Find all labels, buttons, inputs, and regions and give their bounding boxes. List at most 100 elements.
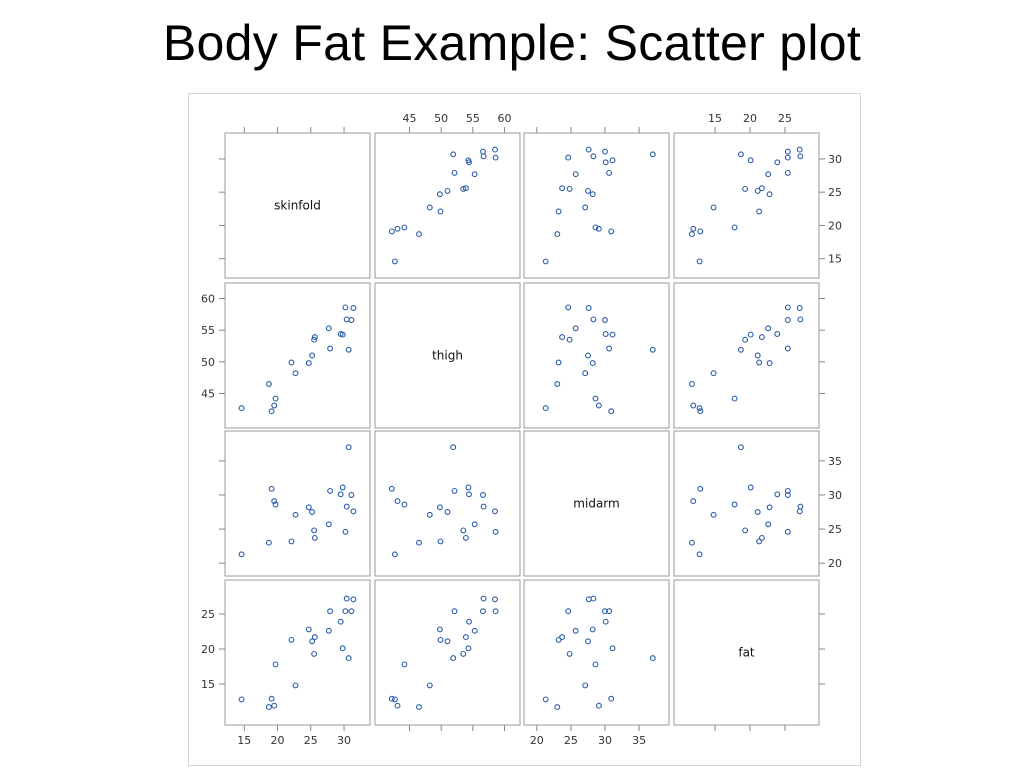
- tick-label-left-thigh: 60: [201, 293, 215, 306]
- point-midarm-vs-skinfold-3: [345, 444, 352, 451]
- point-midarm-vs-skinfold-12: [343, 503, 350, 510]
- point-skinfold-vs-fat-17: [765, 171, 772, 178]
- point-skinfold-vs-midarm-12: [590, 153, 597, 160]
- point-skinfold-vs-thigh-9: [437, 208, 444, 215]
- tick-label-top-fat: 15: [708, 112, 722, 125]
- point-thigh-vs-fat-12: [797, 316, 804, 323]
- point-skinfold-vs-fat-13: [688, 231, 695, 238]
- tick-label-bottom-skinfold: 20: [271, 734, 285, 747]
- point-midarm-vs-thigh-3: [450, 444, 457, 451]
- point-fat-vs-midarm-3: [649, 655, 656, 662]
- point-midarm-vs-fat-6: [758, 534, 765, 541]
- point-fat-vs-skinfold-5: [268, 695, 275, 702]
- tick-label-top-fat: 25: [778, 112, 792, 125]
- point-thigh-vs-fat-10: [742, 336, 749, 343]
- panel-thigh-skinfold: [224, 282, 371, 429]
- point-thigh-vs-midarm-16: [602, 331, 609, 337]
- point-fat-vs-thigh-16: [466, 618, 472, 625]
- point-thigh-vs-skinfold-2: [305, 360, 312, 367]
- tick-label-left-thigh: 55: [201, 324, 215, 337]
- point-midarm-vs-thigh-2: [436, 504, 443, 511]
- point-fat-vs-skinfold-13: [265, 704, 272, 711]
- point-skinfold-vs-fat-9: [756, 208, 763, 215]
- point-skinfold-vs-midarm-16: [602, 159, 609, 166]
- point-thigh-vs-fat-11: [784, 317, 791, 323]
- point-thigh-vs-skinfold-18: [342, 304, 349, 311]
- panel-thigh-fat: [673, 282, 820, 429]
- point-thigh-vs-skinfold-9: [288, 359, 295, 366]
- point-fat-vs-skinfold-9: [288, 636, 295, 643]
- point-midarm-vs-thigh-8: [451, 487, 458, 494]
- point-midarm-vs-fat-14: [731, 501, 738, 508]
- diagonal-label-midarm: midarm: [573, 497, 619, 511]
- tick-label-top-fat: 20: [743, 112, 757, 125]
- point-midarm-vs-skinfold-10: [311, 527, 318, 534]
- scatter-matrix-figure: skinfold thigh midarm fat 45 50 55 60 15 20 25 15 20…: [188, 93, 861, 766]
- point-thigh-vs-midarm-4: [609, 331, 616, 338]
- point-midarm-vs-skinfold-9: [288, 538, 295, 545]
- point-thigh-vs-fat-15: [696, 405, 703, 412]
- point-thigh-vs-midarm-2: [589, 360, 596, 367]
- point-skinfold-vs-thigh-18: [492, 154, 499, 161]
- point-skinfold-vs-midarm-13: [554, 231, 561, 238]
- panel-skinfold-skinfold: [224, 132, 371, 279]
- point-thigh-vs-fat-5: [697, 408, 704, 415]
- point-midarm-vs-skinfold-18: [342, 528, 349, 535]
- point-fat-vs-thigh-1: [394, 702, 401, 709]
- point-midarm-vs-fat-17: [765, 521, 772, 528]
- point-skinfold-vs-thigh-16: [466, 159, 472, 166]
- point-fat-vs-midarm-15: [542, 696, 549, 703]
- panel-skinfold-fat: [673, 132, 820, 279]
- point-fat-vs-midarm-16: [602, 618, 609, 625]
- point-fat-vs-skinfold-20: [309, 638, 316, 645]
- point-midarm-vs-fat-15: [696, 551, 703, 558]
- tick-label-left-thigh: 45: [201, 388, 215, 401]
- point-skinfold-vs-thigh-3: [450, 151, 457, 158]
- point-midarm-vs-skinfold-4: [339, 484, 346, 491]
- point-thigh-vs-midarm-10: [566, 336, 573, 343]
- point-fat-vs-midarm-4: [609, 645, 616, 652]
- point-fat-vs-midarm-9: [555, 636, 562, 643]
- point-skinfold-vs-fat-8: [784, 169, 791, 176]
- point-fat-vs-thigh-11: [480, 608, 486, 615]
- point-fat-vs-skinfold-10: [311, 650, 318, 657]
- point-fat-vs-skinfold-7: [350, 596, 357, 603]
- panel-skinfold-thigh: [374, 132, 521, 279]
- point-fat-vs-thigh-7: [492, 596, 498, 603]
- point-skinfold-vs-midarm-10: [566, 185, 573, 192]
- point-thigh-vs-midarm-3: [649, 346, 656, 353]
- point-skinfold-vs-thigh-1: [394, 225, 401, 232]
- point-thigh-vs-skinfold-3: [345, 346, 352, 353]
- point-skinfold-vs-thigh-2: [436, 191, 443, 198]
- point-skinfold-vs-fat-3: [737, 151, 744, 158]
- point-thigh-vs-fat-17: [765, 325, 772, 332]
- point-fat-vs-thigh-6: [462, 634, 469, 641]
- panel-fat-midarm: [523, 579, 670, 726]
- panel-thigh-thigh: [374, 282, 521, 429]
- panel-fat-thigh: [374, 579, 521, 726]
- tick-label-bottom-skinfold: 30: [337, 734, 351, 747]
- tick-label-right-skinfold: 15: [828, 253, 842, 266]
- point-thigh-vs-midarm-7: [585, 305, 592, 311]
- panel-midarm-skinfold: [224, 430, 371, 577]
- point-thigh-vs-midarm-6: [559, 334, 566, 341]
- point-thigh-vs-skinfold-14: [272, 395, 279, 402]
- point-thigh-vs-skinfold-10: [311, 336, 318, 343]
- point-fat-vs-skinfold-11: [348, 608, 355, 615]
- point-skinfold-vs-fat-7: [796, 146, 803, 153]
- point-skinfold-vs-midarm-17: [572, 171, 579, 178]
- tick-label-right-skinfold: 20: [828, 219, 842, 232]
- point-midarm-vs-thigh-1: [394, 498, 401, 505]
- point-midarm-vs-fat-12: [797, 503, 804, 510]
- point-skinfold-vs-fat-11: [784, 148, 791, 155]
- point-thigh-vs-skinfold-19: [292, 370, 299, 377]
- point-midarm-vs-fat-5: [697, 485, 704, 492]
- point-midarm-vs-thigh-14: [401, 501, 408, 508]
- tick-label-right-midarm: 35: [828, 455, 842, 468]
- diagonal-label-thigh: thigh: [432, 349, 463, 363]
- tick-label-left-fat: 15: [201, 678, 215, 691]
- point-midarm-vs-skinfold-7: [350, 508, 357, 515]
- tick-label-top-thigh: 60: [498, 112, 512, 125]
- point-skinfold-vs-midarm-14: [592, 224, 599, 231]
- point-thigh-vs-fat-18: [784, 304, 791, 311]
